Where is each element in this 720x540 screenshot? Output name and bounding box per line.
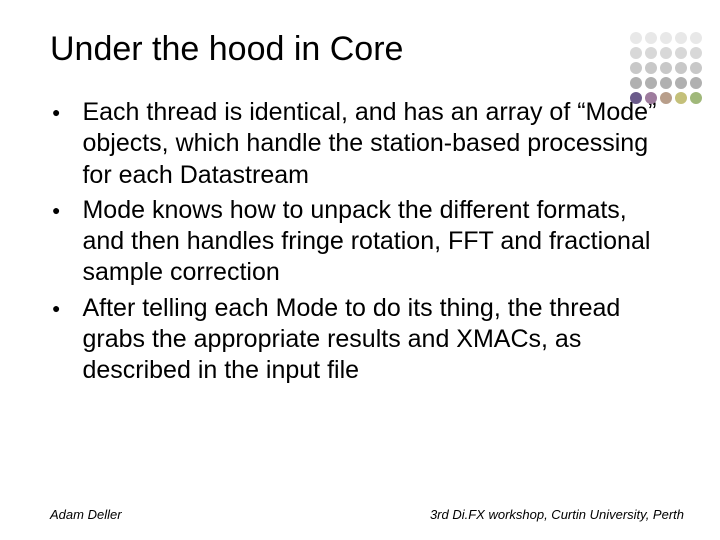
footer-author: Adam Deller [50,507,122,522]
bullet-text: Mode knows how to unpack the different f… [82,195,670,289]
dot-icon [645,47,657,59]
dot-icon [645,77,657,89]
dot-icon [660,47,672,59]
slide-footer: Adam Deller 3rd Di.FX workshop, Curtin U… [50,507,684,522]
dot-icon [660,92,672,104]
dot-icon [675,32,687,44]
bullet-list: ● Each thread is identical, and has an a… [50,97,670,386]
dot-icon [675,47,687,59]
dot-icon [690,77,702,89]
list-item: ● Each thread is identical, and has an a… [50,97,670,191]
list-item: ● Mode knows how to unpack the different… [50,195,670,289]
dot-icon [630,32,642,44]
dot-icon [645,32,657,44]
bullet-marker-icon: ● [52,293,60,323]
slide-title: Under the hood in Core [50,30,670,69]
dot-icon [630,92,642,104]
dot-icon [675,77,687,89]
bullet-marker-icon: ● [52,195,60,225]
dot-icon [630,47,642,59]
dot-icon [660,32,672,44]
dot-icon [690,62,702,74]
bullet-text: After telling each Mode to do its thing,… [82,293,670,387]
dot-icon [690,47,702,59]
dot-icon [660,77,672,89]
corner-dots-decoration [630,32,702,104]
dot-icon [630,62,642,74]
dot-icon [675,62,687,74]
dot-icon [690,92,702,104]
dot-icon [630,77,642,89]
list-item: ● After telling each Mode to do its thin… [50,293,670,387]
dot-icon [690,32,702,44]
footer-event: 3rd Di.FX workshop, Curtin University, P… [430,507,684,522]
dot-icon [645,92,657,104]
bullet-marker-icon: ● [52,97,60,127]
dot-icon [645,62,657,74]
dot-icon [675,92,687,104]
dot-icon [660,62,672,74]
bullet-text: Each thread is identical, and has an arr… [82,97,670,191]
